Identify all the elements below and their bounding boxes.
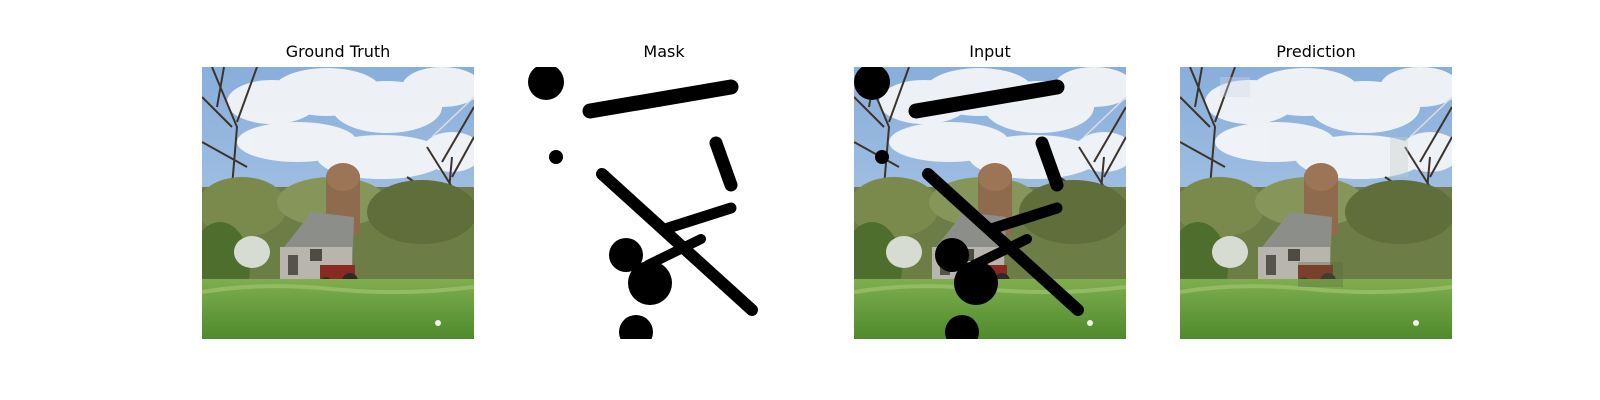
panel-title-mask: Mask: [643, 42, 685, 61]
input-image: [854, 67, 1126, 339]
mask-image: [528, 67, 800, 339]
ground-truth-image: [202, 67, 474, 339]
prediction-image: [1180, 67, 1452, 339]
panel-title-ground-truth: Ground Truth: [285, 42, 391, 61]
prediction-panel: Prediction: [1180, 0, 1452, 400]
panel-title-prediction: Prediction: [1276, 42, 1356, 61]
input-panel: Input: [854, 0, 1126, 400]
mask-panel: Mask: [528, 0, 800, 400]
panel-title-input: Input: [969, 42, 1011, 61]
ground-truth-panel: Ground Truth: [202, 0, 474, 400]
